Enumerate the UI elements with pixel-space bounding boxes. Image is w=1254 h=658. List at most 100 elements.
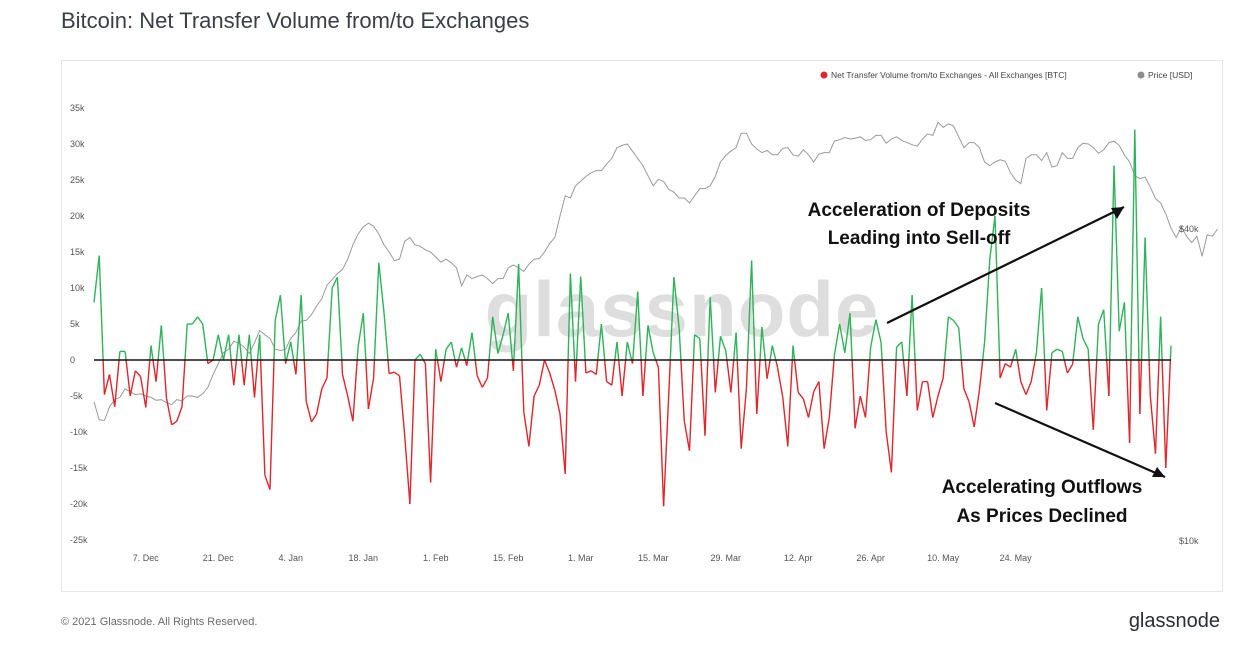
net-transfer-segment [1087,349,1090,361]
chart-title: Bitcoin: Net Transfer Volume from/to Exc… [61,8,530,33]
right-axis-label-bottom: $10k [1179,536,1199,546]
annotation-outflows-line2: As Prices Declined [956,506,1127,527]
right-axis: $40k $10k [1179,224,1199,546]
net-transfer-segment [387,359,390,374]
y-tick-label: -5k [70,391,83,401]
net-transfer-segment [678,327,682,361]
net-transfer-segment [736,359,742,449]
net-transfer-segment [668,359,671,397]
net-transfer-segment [584,359,587,374]
net-transfer-segment [717,336,722,361]
net-transfer-segment [129,370,137,397]
legend: Net Transfer Volume from/to Exchanges - … [820,70,1192,80]
net-transfer-segment [994,215,1001,361]
net-transfer-segment [655,359,660,368]
net-transfer-segment [1034,352,1038,361]
net-transfer-segment [171,420,178,426]
net-transfer-segment [1082,338,1089,350]
net-transfer-segment [828,359,835,418]
net-transfer-segment [259,334,262,361]
y-tick-label: 5k [70,319,80,329]
y-tick-label: -20k [70,499,88,509]
net-transfer-segment [492,316,499,354]
net-transfer-segment [759,326,763,361]
net-transfer-segment [771,345,777,361]
net-transfer-segment [1118,302,1126,332]
net-transfer-segment [1113,165,1120,332]
x-tick-label: 12. Apr [784,553,813,563]
net-transfer-segment [559,413,566,474]
net-transfer-segment [1050,352,1053,361]
net-transfer-segment [274,295,282,321]
net-transfer-segment [1030,359,1036,382]
net-transfer-segment [916,381,924,411]
net-transfer-segment [776,367,784,397]
net-transfer-segment [476,375,483,388]
net-transfer-segment [1040,287,1046,361]
net-transfer-segment [1077,316,1084,339]
net-transfer-segment [181,359,186,407]
y-tick-label: 0 [70,355,75,365]
annotation-outflows-line1: Accelerating Outflows [942,477,1143,498]
net-transfer-segment [1046,359,1052,411]
net-transfer-segment [1061,351,1065,361]
brand-logo-text[interactable]: glassnode [1128,610,1220,632]
net-transfer-segment [202,323,209,361]
net-transfer-segment [854,395,861,429]
net-transfer-segment [1016,359,1022,382]
net-transfer-segment [303,359,307,402]
net-transfer-segment [958,327,963,361]
net-transfer-segment [152,359,157,382]
net-transfer-segment [1140,237,1146,361]
net-transfer-segment [673,277,680,328]
net-transfer-segment [704,359,709,436]
net-transfer-segment [712,359,716,393]
legend-price[interactable]: Price [USD] [1148,70,1192,80]
net-transfer-segment [1103,309,1108,361]
net-transfer-segment [424,363,432,483]
net-transfer-segment [227,334,232,361]
x-tick-label: 18. Jan [348,553,378,563]
net-transfer-segment [1139,359,1143,415]
chart-svg: glassnode -25k -20k -15k -10k -5k 0 5k 10k 15k 20… [70,70,1219,563]
net-transfer-segment [296,295,302,361]
net-transfer-segment [243,359,248,386]
net-transfer-segment [709,297,715,361]
net-transfer-segment [901,341,905,361]
net-transfer-segment [341,359,344,375]
net-transfer-segment [357,313,364,348]
net-transfer-segment [669,277,675,361]
net-transfer-segment [911,295,916,361]
net-transfer-segment [543,359,551,374]
net-transfer-segment [145,359,151,408]
net-transfer-segment [512,359,515,371]
net-transfer-segment [644,325,649,361]
net-transfer-segment [414,353,421,361]
net-transfer-segment [197,316,204,325]
net-transfer-segment [1015,349,1019,361]
net-transfer-segment [269,359,275,490]
net-transfer-segment [233,359,238,386]
net-transfer-segment [457,347,463,361]
legend-marker-net-transfer [820,71,828,79]
net-transfer-segment [1092,359,1098,430]
net-transfer-segment [942,359,946,379]
net-transfer-segment [538,359,546,386]
y-tick-label: 25k [70,175,85,185]
net-transfer-segment [838,323,846,353]
net-transfer-segment [352,359,358,422]
arrow-deposits-head [1111,207,1124,219]
legend-net-transfer[interactable]: Net Transfer Volume from/to Exchanges - … [831,70,1067,80]
net-transfer-segment [125,359,131,397]
net-transfer-segment [279,295,286,361]
net-transfer-segment [859,395,867,418]
net-transfer-segment [341,374,349,397]
net-transfer-segment [766,359,771,379]
net-transfer-segment [640,359,644,397]
net-transfer-segment [488,316,494,361]
net-transfer-segment [1165,359,1172,469]
net-transfer-segment [944,316,950,361]
net-transfer-segment [440,359,446,382]
net-transfer-segment [290,341,295,361]
net-transfer-segment [818,381,825,449]
